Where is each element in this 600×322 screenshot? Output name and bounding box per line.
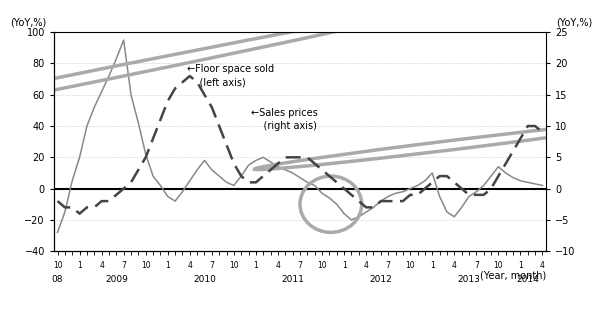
Text: 10: 10 — [53, 261, 62, 270]
Text: 7: 7 — [121, 261, 126, 270]
Text: 1: 1 — [430, 261, 434, 270]
Text: 10: 10 — [229, 261, 239, 270]
Text: ←Sales prices
    (right axis): ←Sales prices (right axis) — [251, 108, 317, 131]
Text: 10: 10 — [141, 261, 151, 270]
Text: 4: 4 — [540, 261, 545, 270]
Text: 4: 4 — [364, 261, 368, 270]
Text: 10: 10 — [406, 261, 415, 270]
Text: 10: 10 — [494, 261, 503, 270]
Text: 1: 1 — [77, 261, 82, 270]
Text: 4: 4 — [452, 261, 457, 270]
Text: (YoY,%): (YoY,%) — [10, 18, 46, 28]
Text: (Year, month): (Year, month) — [480, 271, 546, 281]
Text: 1: 1 — [254, 261, 258, 270]
Text: 08: 08 — [52, 275, 63, 284]
Text: 2009: 2009 — [105, 275, 128, 284]
Text: 1: 1 — [342, 261, 346, 270]
Text: ←Floor space sold
    (left axis): ←Floor space sold (left axis) — [187, 64, 274, 88]
Text: 2011: 2011 — [281, 275, 304, 284]
Text: (YoY,%): (YoY,%) — [556, 18, 592, 28]
Text: 4: 4 — [187, 261, 192, 270]
Text: 1: 1 — [166, 261, 170, 270]
Text: 2014: 2014 — [517, 275, 539, 284]
Text: 2013: 2013 — [458, 275, 481, 284]
Text: 7: 7 — [386, 261, 391, 270]
Text: 7: 7 — [209, 261, 214, 270]
Text: 1: 1 — [518, 261, 523, 270]
Text: 2010: 2010 — [193, 275, 216, 284]
Text: 2012: 2012 — [370, 275, 392, 284]
Text: 7: 7 — [298, 261, 302, 270]
Text: 4: 4 — [99, 261, 104, 270]
Text: 7: 7 — [474, 261, 479, 270]
Text: 4: 4 — [275, 261, 280, 270]
Text: 10: 10 — [317, 261, 327, 270]
